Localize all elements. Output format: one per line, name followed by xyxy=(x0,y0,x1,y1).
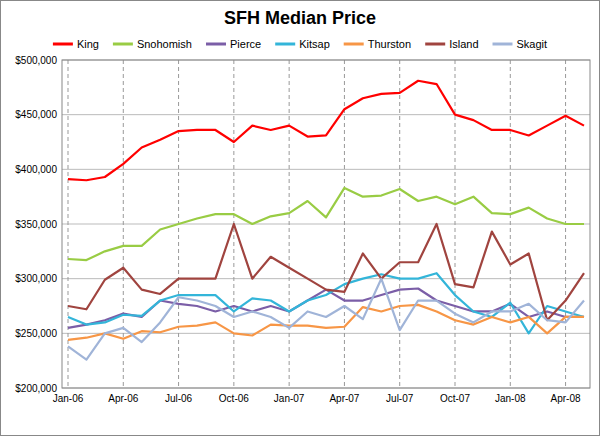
x-tick-label: Jan-07 xyxy=(274,393,305,404)
chart-border xyxy=(1,1,600,436)
legend-item: Skagit xyxy=(493,38,548,50)
x-grid-line xyxy=(455,60,456,388)
series-line xyxy=(68,305,584,340)
x-tick-label: Apr-07 xyxy=(329,393,359,404)
grid-line xyxy=(62,224,590,225)
title: SFH Median Price xyxy=(224,8,376,28)
x-tick-label: Oct-06 xyxy=(219,393,249,404)
y-tick-label: $200,000 xyxy=(15,383,57,394)
y-tick-label: $500,000 xyxy=(15,55,57,66)
legend-label: Thurston xyxy=(368,38,411,50)
series-line xyxy=(68,81,584,181)
x-tick-label: Jul-06 xyxy=(165,393,193,404)
series-line xyxy=(68,188,584,260)
grid-line xyxy=(62,169,590,170)
legend-item: Thurston xyxy=(344,38,411,50)
y-tick-label: $350,000 xyxy=(15,219,57,230)
legend-swatch xyxy=(206,43,226,46)
chart: SFH Median Price $200,000 $250,000 $300,000… xyxy=(0,0,600,436)
series-line xyxy=(68,273,584,333)
legend-item: Kitsap xyxy=(275,38,330,50)
legend-label: Pierce xyxy=(230,38,261,50)
x-tick-label: Apr-06 xyxy=(108,393,138,404)
y-tick-label: $400,000 xyxy=(15,164,57,175)
legend-label: King xyxy=(77,38,99,50)
x-tick-label: Jan-06 xyxy=(53,393,84,404)
legend-label: Skagit xyxy=(517,38,548,50)
legend-swatch xyxy=(425,43,445,46)
x-tick-label: Apr-08 xyxy=(551,393,581,404)
grid-line xyxy=(62,333,590,334)
series-line xyxy=(68,279,584,360)
grid-line xyxy=(62,114,590,115)
legend-swatch xyxy=(275,43,295,46)
y-tick-label: $450,000 xyxy=(15,109,57,120)
x-tick-label: Jan-08 xyxy=(495,393,526,404)
x-tick-label: Jul-07 xyxy=(386,393,414,404)
grid-line xyxy=(62,278,590,279)
series-line xyxy=(68,224,584,320)
legend-label: Snohomish xyxy=(137,38,192,50)
legend-swatch xyxy=(113,43,133,46)
x-grid-line xyxy=(289,60,290,388)
legend-swatch xyxy=(344,43,364,46)
x-grid-line xyxy=(510,60,511,388)
legend-item: Pierce xyxy=(206,38,261,50)
legend-item: King xyxy=(53,38,99,50)
legend-item: Snohomish xyxy=(113,38,192,50)
legend: King Snohomish Pierce Kitsap Thurston Island S… xyxy=(53,38,547,50)
x-grid-line xyxy=(399,60,400,388)
legend-item: Island xyxy=(425,38,478,50)
legend-label: Island xyxy=(449,38,478,50)
y-tick-label: $300,000 xyxy=(15,273,57,284)
legend-label: Kitsap xyxy=(299,38,330,50)
plot-frame xyxy=(62,60,590,388)
y-tick-label: $250,000 xyxy=(15,328,57,339)
x-tick-label: Oct-07 xyxy=(440,393,470,404)
legend-swatch xyxy=(493,43,513,46)
legend-swatch xyxy=(53,43,73,46)
series-group xyxy=(68,81,584,360)
